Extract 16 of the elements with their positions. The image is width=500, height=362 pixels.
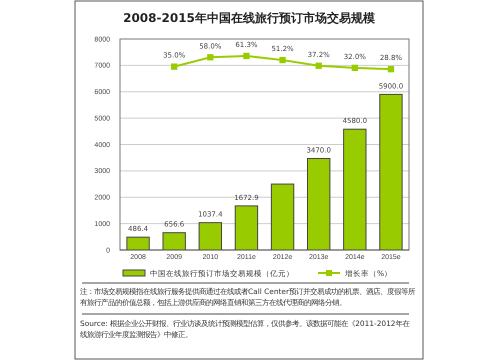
chart-title: 2008-2015年中国在线旅行预订市场交易规模 — [123, 11, 375, 25]
bar — [198, 222, 222, 250]
bar — [270, 184, 294, 250]
bar — [234, 205, 258, 250]
point — [243, 52, 250, 60]
point — [171, 63, 178, 70]
point — [316, 62, 322, 69]
point — [388, 66, 394, 72]
point — [279, 56, 286, 64]
point — [207, 54, 214, 60]
bar — [162, 232, 186, 250]
bar — [306, 158, 330, 250]
bar — [343, 128, 367, 250]
bar — [126, 236, 150, 250]
bar — [379, 94, 403, 250]
point — [352, 64, 358, 72]
